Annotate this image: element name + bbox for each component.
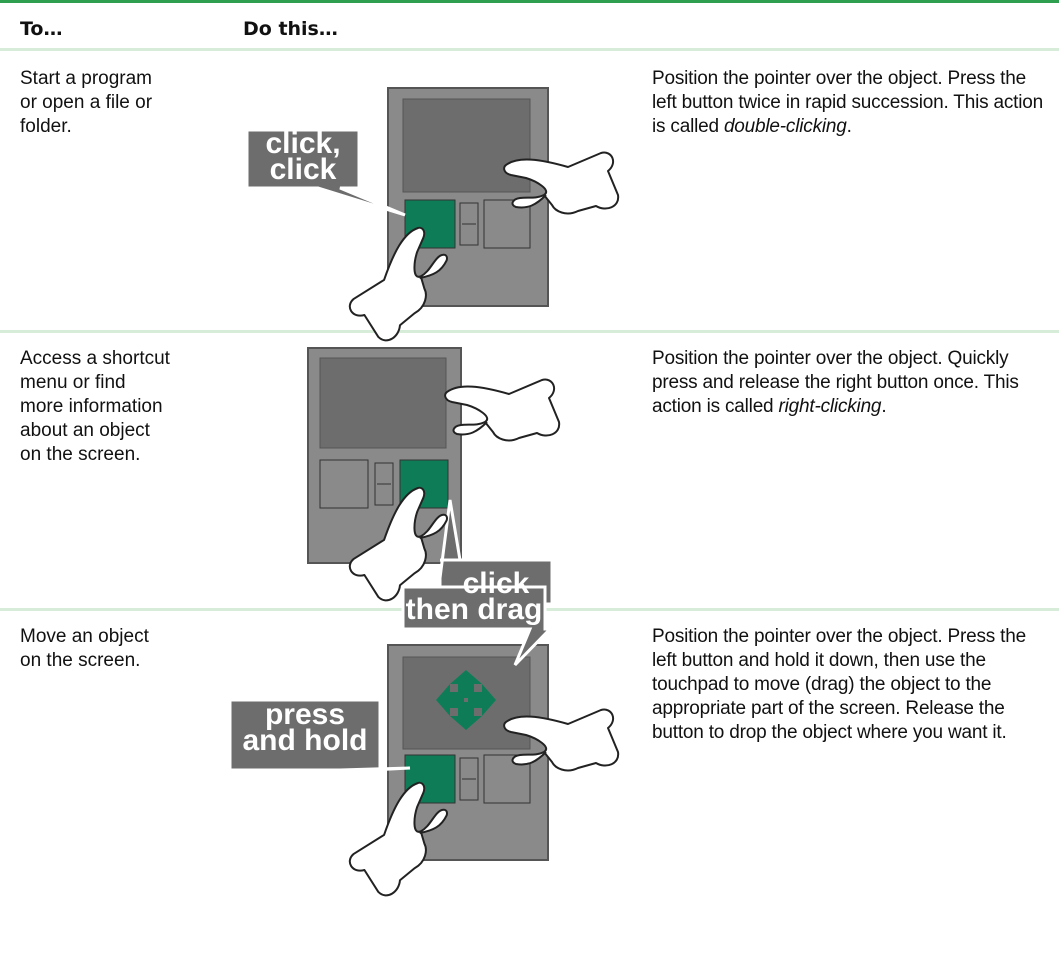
text: Position the pointer over the object. Pr… [652,68,1043,137]
callout [228,698,411,772]
callout [245,128,406,217]
row-rule [0,48,1059,51]
text: Position the pointer over the object. Pr… [652,626,1026,743]
term: right-clicking [778,396,882,417]
touchpad [307,347,462,564]
description: Position the pointer over the object. Pr… [652,625,1052,745]
top-rule [0,0,1059,3]
term: double-clicking [723,116,847,137]
text: Position the pointer over the object. Qu… [652,348,1019,417]
callout-text: click [270,153,337,186]
text: . [881,396,887,417]
task: Start a program or open a file or folder… [20,68,153,137]
description: Position the pointer over the object. Qu… [652,347,1052,419]
row-rule [0,330,1059,333]
callout-text: click [463,567,530,600]
task: Move an object on the screen. [20,626,149,671]
callout-text: then drag [406,593,543,626]
column-header: Do this… [243,18,338,40]
text: . [846,116,852,137]
callout-text: click, [265,127,340,160]
callout [401,585,554,667]
description: Position the pointer over the object. Pr… [652,67,1052,139]
task: Access a shortcut menu or find more info… [20,348,170,465]
hand [444,378,561,442]
column-header: To… [20,18,63,40]
callout-text: and hold [243,724,368,757]
callout-text: press [265,698,345,731]
